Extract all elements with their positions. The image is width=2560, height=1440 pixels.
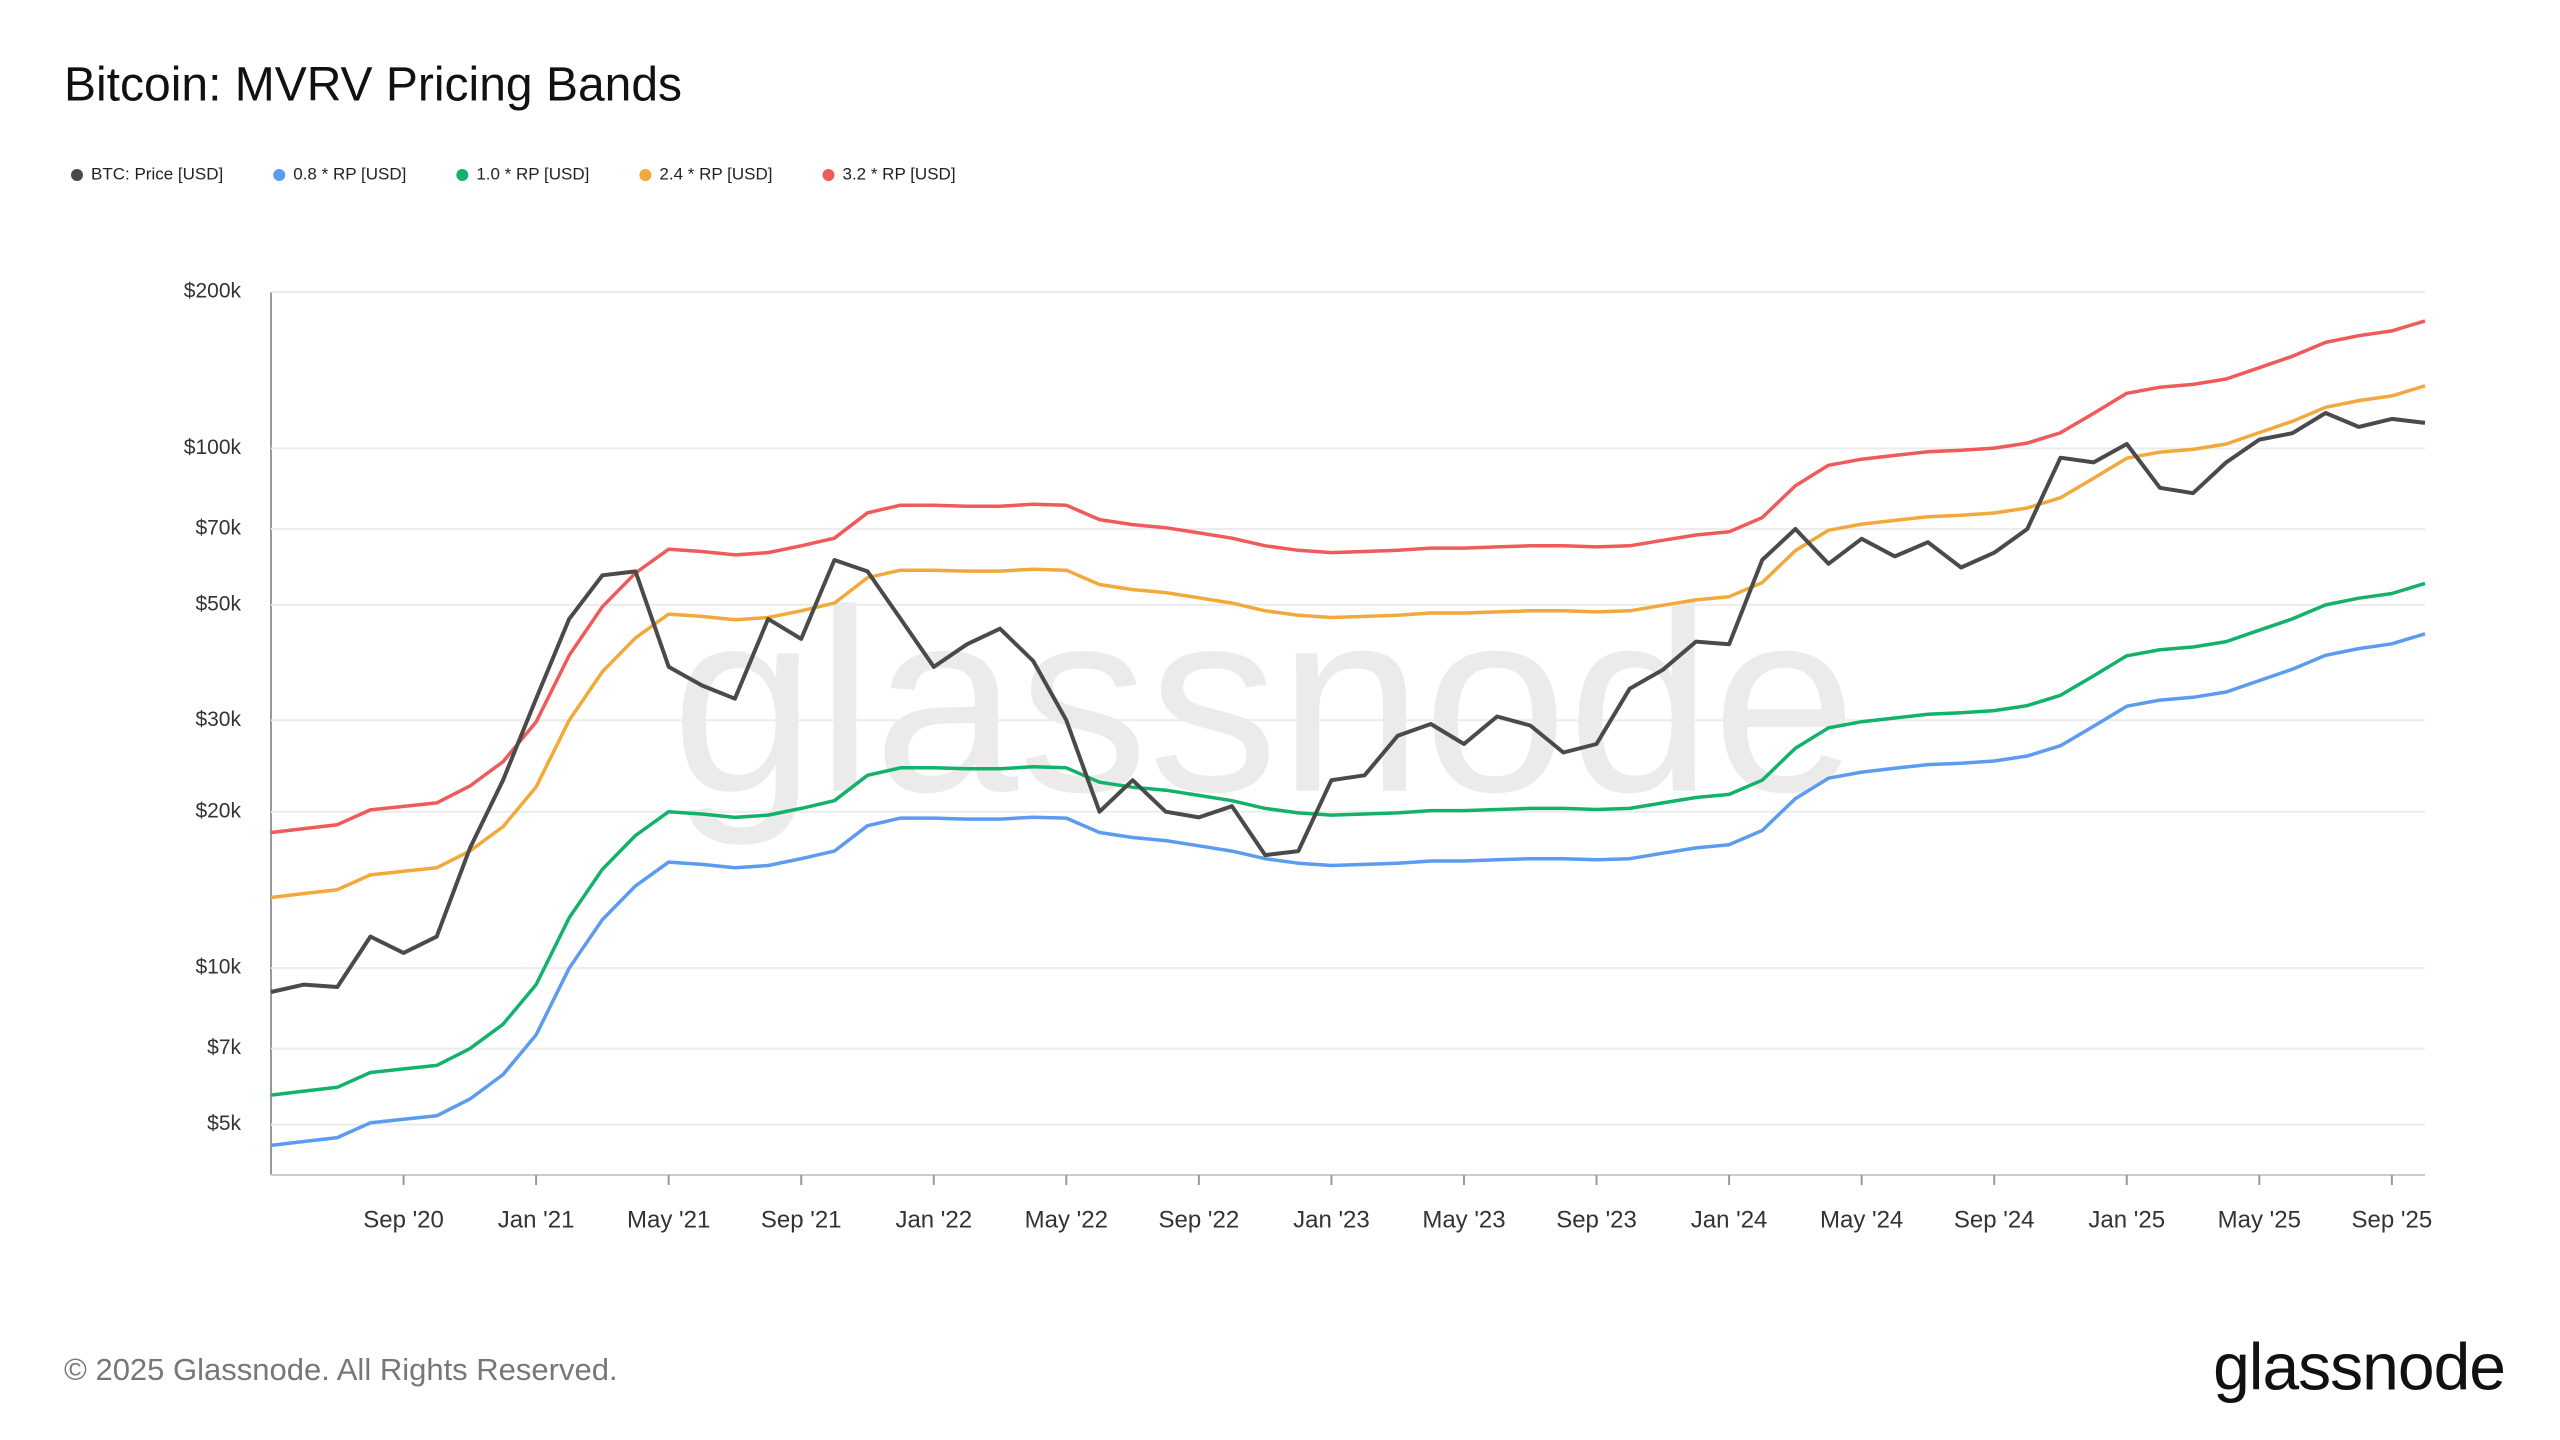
- x-tick-label: Sep '22: [1159, 1206, 1240, 1233]
- legend-label: BTC: Price [USD]: [91, 164, 223, 183]
- x-tick-label: Sep '23: [1556, 1206, 1637, 1233]
- legend-marker: [456, 169, 469, 181]
- x-tick-label: May '22: [1025, 1206, 1108, 1233]
- y-tick-label: $7k: [207, 1036, 241, 1059]
- chart-title: Bitcoin: MVRV Pricing Bands: [64, 59, 682, 112]
- series-line: [270, 384, 2426, 900]
- x-tick-label: May '23: [1422, 1206, 1505, 1233]
- y-tick-label: $100k: [184, 436, 242, 459]
- y-tick-label: $5k: [207, 1112, 241, 1135]
- x-tick-label: Jan '22: [895, 1206, 972, 1233]
- legend-marker: [639, 169, 652, 181]
- x-tick-label: Sep '20: [363, 1206, 444, 1233]
- legend-label: 1.0 * RP [USD]: [476, 164, 589, 183]
- series-line: [270, 632, 2426, 1148]
- legend-marker: [822, 169, 835, 181]
- y-tick-label: $70k: [195, 517, 241, 540]
- x-tick-label: Sep '25: [2352, 1206, 2433, 1233]
- series-line: [270, 581, 2426, 1097]
- y-tick-label: $30k: [195, 708, 241, 731]
- watermark: glassnode: [671, 557, 1856, 848]
- series-line: [270, 319, 2426, 835]
- legend-marker: [71, 169, 83, 181]
- legend-label: 3.2 * RP [USD]: [842, 164, 955, 183]
- x-tick-label: Jan '23: [1293, 1206, 1370, 1233]
- x-tick-label: May '21: [627, 1206, 710, 1233]
- x-tick-label: Jan '24: [1691, 1206, 1768, 1233]
- x-tick-label: Jan '21: [498, 1206, 575, 1233]
- y-tick-label: $20k: [195, 799, 241, 822]
- x-tick-label: May '24: [1820, 1206, 1903, 1233]
- series-line: [270, 411, 2426, 994]
- legend-label: 0.8 * RP [USD]: [293, 164, 406, 183]
- x-tick-label: May '25: [2218, 1206, 2301, 1233]
- legend-marker: [273, 169, 286, 181]
- x-tick-label: Sep '24: [1954, 1206, 2035, 1233]
- brand-logo: glassnode: [2213, 1329, 2505, 1403]
- y-tick-label: $10k: [195, 956, 241, 979]
- x-tick-label: Sep '21: [761, 1206, 842, 1233]
- footer: © 2025 Glassnode. All Rights Reserved.: [64, 1352, 618, 1387]
- y-tick-label: $50k: [195, 592, 241, 615]
- y-tick-label: $200k: [184, 280, 242, 303]
- x-tick-label: Jan '25: [2088, 1206, 2165, 1233]
- legend-label: 2.4 * RP [USD]: [659, 164, 772, 183]
